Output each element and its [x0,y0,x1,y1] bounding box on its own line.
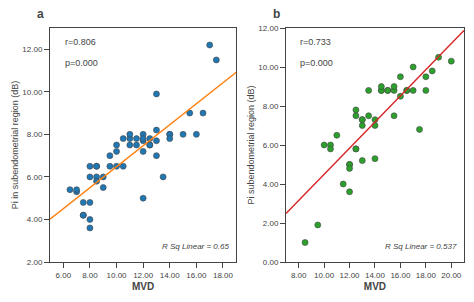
svg-text:Pi in subendometrial region (d: Pi in subendometrial region (dB) [10,81,20,210]
svg-text:18.00: 18.00 [213,271,234,280]
svg-text:2.00: 2.00 [27,258,43,267]
svg-text:6.00: 6.00 [263,141,279,150]
svg-text:10.00: 10.00 [107,271,128,280]
svg-text:16.00: 16.00 [186,271,207,280]
svg-text:MVD: MVD [132,281,154,292]
svg-text:6.00: 6.00 [56,271,72,280]
svg-text:r=0.733: r=0.733 [300,37,331,47]
svg-text:10.00: 10.00 [22,88,43,97]
svg-text:8.00: 8.00 [291,271,307,280]
svg-text:MVD: MVD [364,281,386,292]
svg-text:4.00: 4.00 [263,180,279,189]
svg-text:6.00: 6.00 [27,173,43,182]
svg-text:R Sq Linear = 0.65: R Sq Linear = 0.65 [162,242,229,251]
svg-text:Pi subendometrial region (dB): Pi subendometrial region (dB) [246,85,256,204]
svg-text:18.00: 18.00 [416,271,437,280]
svg-text:14.00: 14.00 [365,271,386,280]
svg-text:12.00: 12.00 [133,271,154,280]
svg-text:b: b [273,7,280,21]
svg-text:14.00: 14.00 [160,271,181,280]
svg-text:p=0.000: p=0.000 [65,58,98,68]
svg-text:8.00: 8.00 [27,130,43,139]
svg-text:8.00: 8.00 [263,102,279,111]
svg-text:10.00: 10.00 [258,63,279,72]
svg-text:2.00: 2.00 [263,219,279,228]
svg-text:R Sq Linear = 0.537: R Sq Linear = 0.537 [385,242,457,251]
svg-text:a: a [37,7,44,21]
svg-text:12.00: 12.00 [258,24,279,33]
svg-text:p=0.000: p=0.000 [300,58,333,68]
svg-text:20.00: 20.00 [441,271,462,280]
svg-text:16.00: 16.00 [390,271,411,280]
svg-text:r=0.806: r=0.806 [65,37,96,47]
svg-text:4.00: 4.00 [27,215,43,224]
svg-text:0.00: 0.00 [263,258,279,267]
svg-text:10.00: 10.00 [314,271,335,280]
svg-text:12.00: 12.00 [22,45,43,54]
svg-text:8.00: 8.00 [82,271,98,280]
svg-text:12.00: 12.00 [340,271,361,280]
